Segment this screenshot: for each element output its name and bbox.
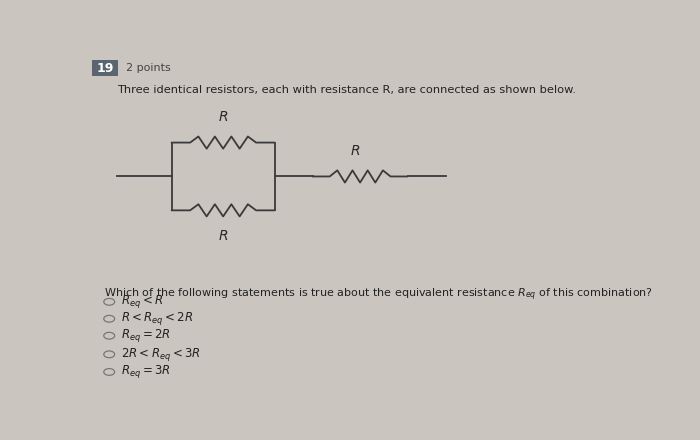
FancyBboxPatch shape — [92, 60, 118, 76]
Text: $R$: $R$ — [349, 144, 360, 158]
Text: 19: 19 — [96, 62, 113, 74]
Text: $R_{eq} = 3R$: $R_{eq} = 3R$ — [121, 363, 171, 381]
Text: $R$: $R$ — [218, 110, 228, 124]
Text: Three identical resistors, each with resistance R, are connected as shown below.: Three identical resistors, each with res… — [118, 85, 576, 95]
Text: $2R < R_{eq} < 3R$: $2R < R_{eq} < 3R$ — [121, 346, 201, 363]
Text: Which of the following statements is true about the equivalent resistance $R_{eq: Which of the following statements is tru… — [104, 286, 653, 303]
Text: $R_{eq} = 2R$: $R_{eq} = 2R$ — [121, 327, 171, 344]
Text: $R$: $R$ — [218, 229, 228, 243]
Text: 2 points: 2 points — [126, 63, 171, 73]
Text: $R_{eq} < R$: $R_{eq} < R$ — [121, 293, 163, 310]
Text: $R < R_{eq} < 2R$: $R < R_{eq} < 2R$ — [121, 310, 193, 327]
